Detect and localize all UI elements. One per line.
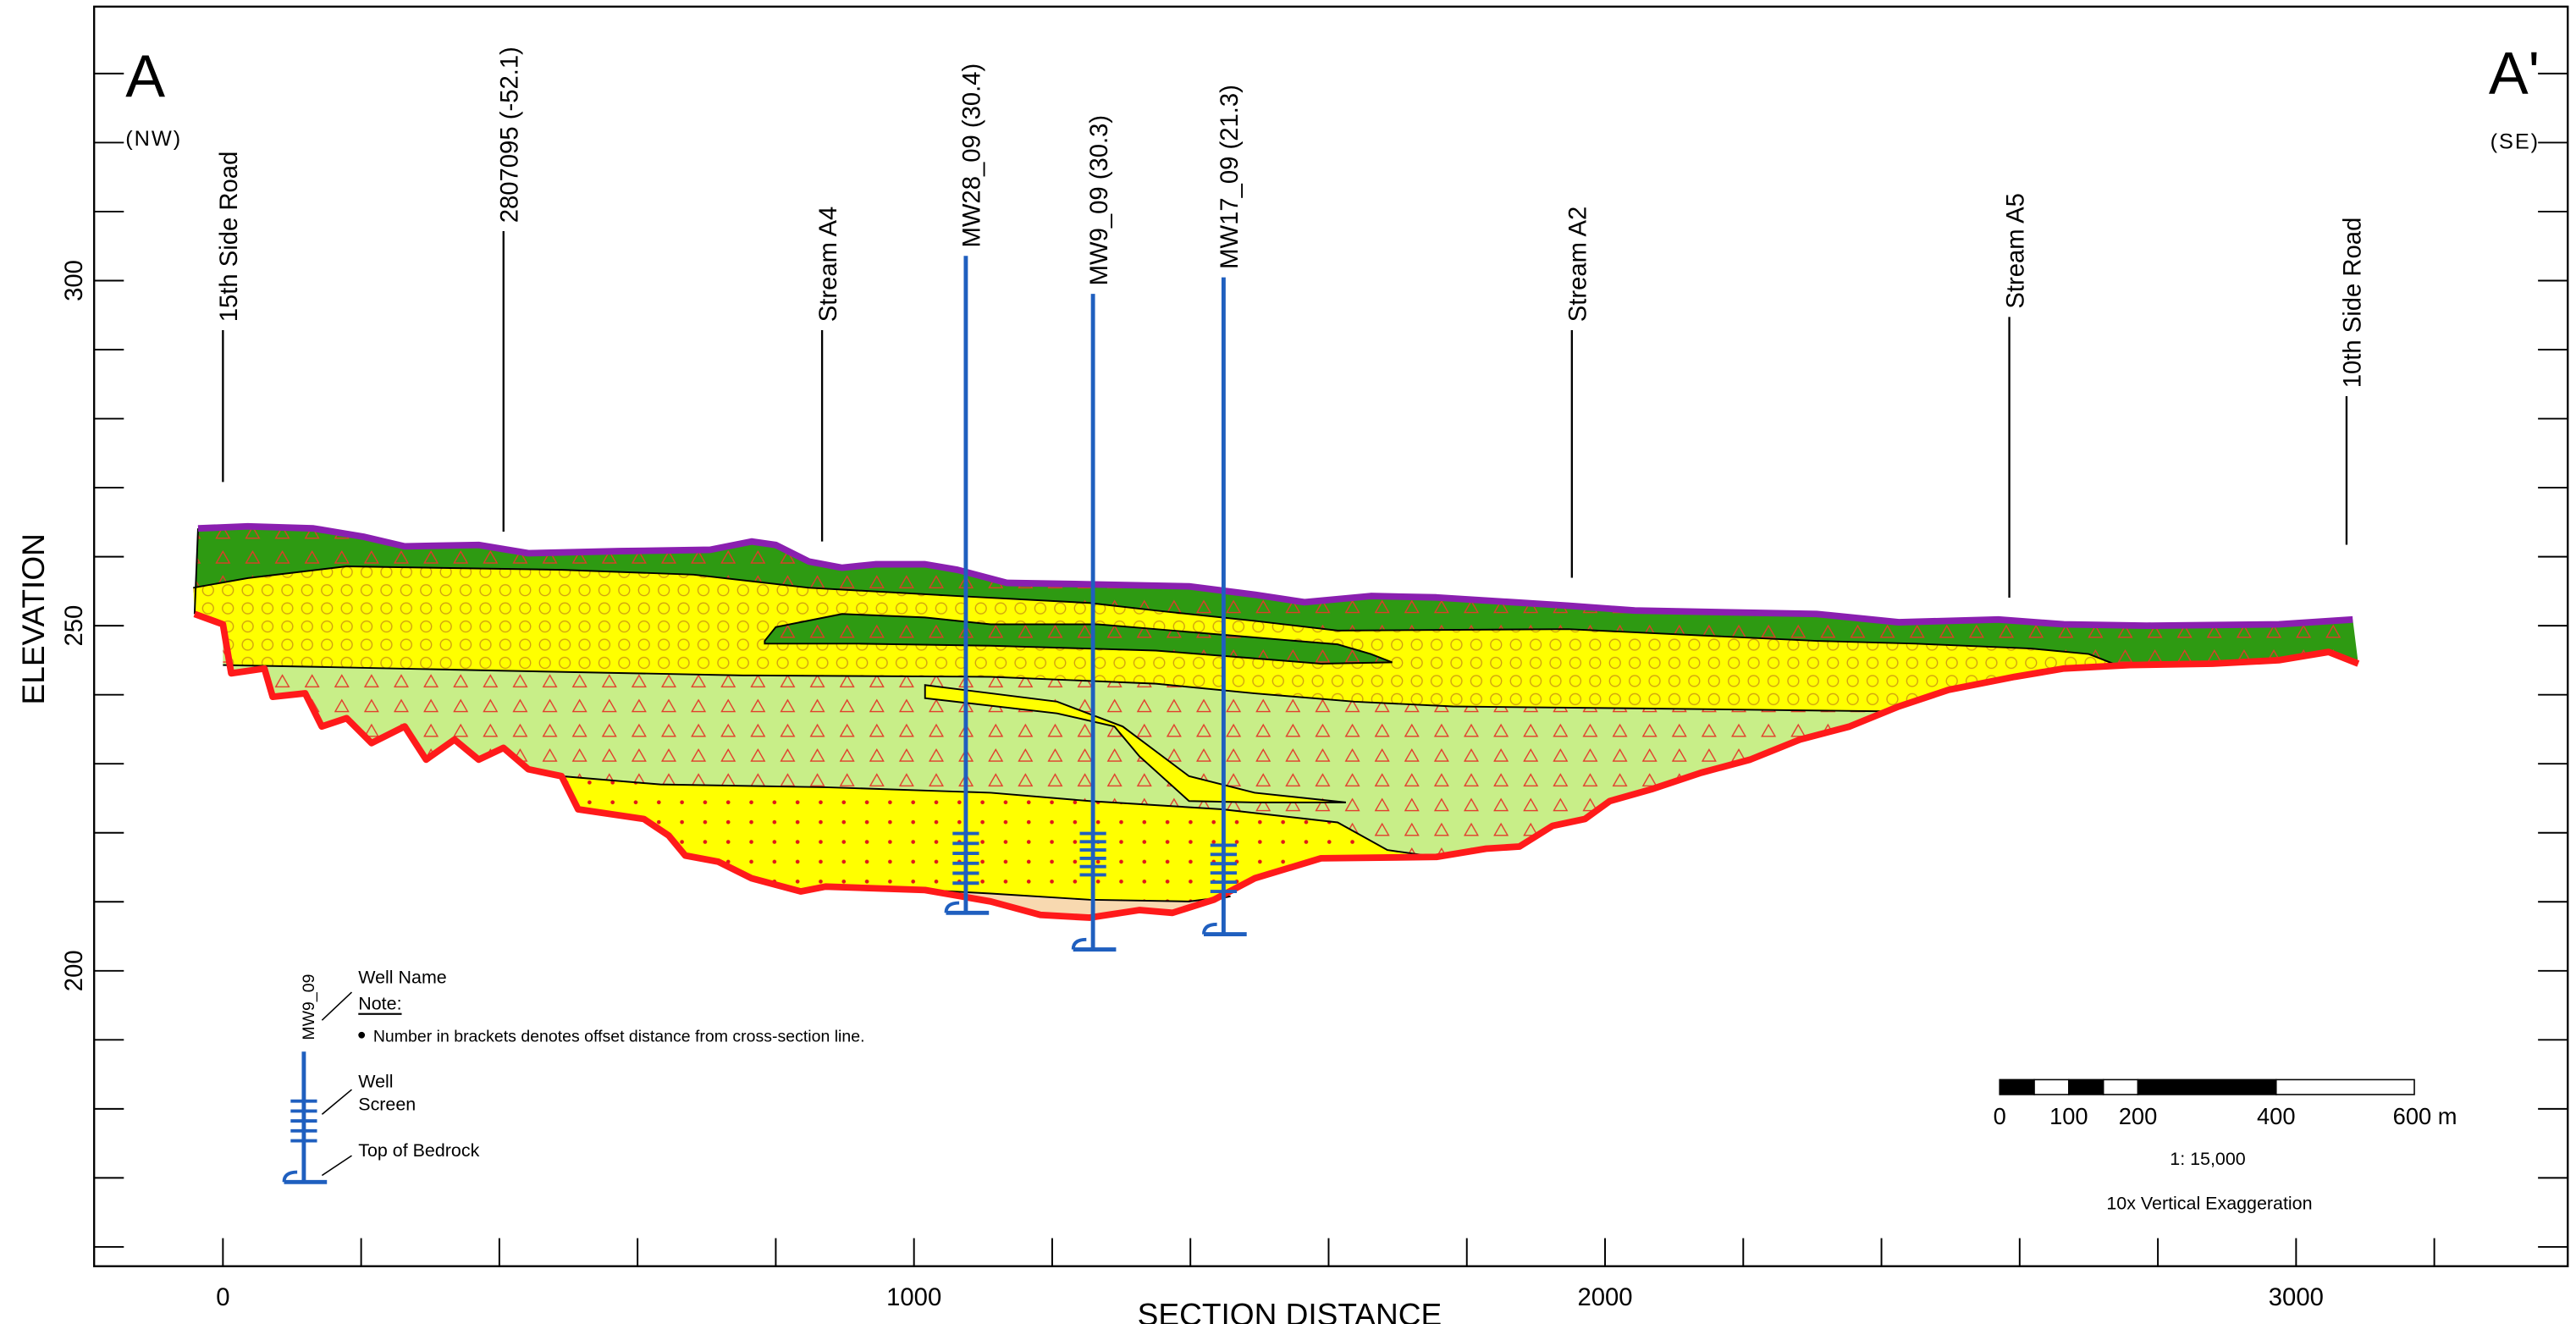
legend-text: Well Name bbox=[358, 967, 446, 987]
scale-label: 0 bbox=[1994, 1103, 2006, 1129]
x-tick-label: 3000 bbox=[2269, 1284, 2324, 1311]
scale-label: 200 bbox=[2119, 1103, 2158, 1129]
section-start-direction: (NW) bbox=[125, 127, 182, 151]
marker-label: 2807095 (-52.1) bbox=[497, 47, 524, 223]
x-tick-label: 1000 bbox=[886, 1284, 941, 1311]
legend-bullet bbox=[358, 1032, 365, 1039]
legend-well-name: MW9_09 bbox=[300, 974, 318, 1040]
legend-text: Screen bbox=[358, 1095, 416, 1115]
legend-text: Well bbox=[358, 1071, 393, 1091]
marker-label: Stream A4 bbox=[815, 207, 842, 323]
section-start: A bbox=[125, 42, 165, 109]
scale-ratio: 1: 15,000 bbox=[2170, 1149, 2245, 1169]
y-tick-label: 250 bbox=[61, 605, 88, 647]
scale-segment bbox=[2104, 1079, 2138, 1095]
scale-note: 10x Vertical Exaggeration bbox=[2106, 1194, 2312, 1214]
x-tick-label: 2000 bbox=[1577, 1284, 1632, 1311]
legend-note-title: Note: bbox=[358, 994, 401, 1014]
marker-label: 10th Side Road bbox=[2340, 218, 2367, 389]
scale-label: 100 bbox=[2049, 1103, 2088, 1129]
x-axis-title: SECTION DISTANCE bbox=[1138, 1296, 1442, 1324]
marker-label: Stream A5 bbox=[2002, 193, 2029, 309]
scale-segment bbox=[2000, 1079, 2034, 1095]
legend-text: Top of Bedrock bbox=[358, 1140, 479, 1161]
section-end: A' bbox=[2489, 39, 2540, 106]
x-tick-label: 0 bbox=[216, 1284, 229, 1311]
legend-note: Number in brackets denotes offset distan… bbox=[373, 1028, 865, 1046]
page: {"chart_data": { "type": "section", "tit… bbox=[0, 0, 2576, 1324]
scale-label: 600 m bbox=[2393, 1103, 2457, 1129]
marker-label: MW17_09 (21.3) bbox=[1216, 85, 1244, 269]
y-tick-label: 200 bbox=[61, 950, 88, 991]
y-tick-label: 300 bbox=[61, 260, 88, 301]
marker-label: MW28_09 (30.4) bbox=[959, 63, 986, 248]
scale-segment bbox=[2069, 1079, 2104, 1095]
marker-label: MW9_09 (30.3) bbox=[1086, 115, 1113, 286]
marker-label: 15th Side Road bbox=[216, 152, 243, 323]
scale-segment bbox=[2276, 1079, 2414, 1095]
scale-segment bbox=[2137, 1079, 2275, 1095]
scale-label: 400 bbox=[2257, 1103, 2296, 1129]
marker-label: Stream A2 bbox=[1565, 207, 1592, 323]
scale-segment bbox=[2034, 1079, 2069, 1095]
y-axis-title: ELEVATION bbox=[15, 533, 51, 704]
section-end-direction: (SE) bbox=[2491, 130, 2540, 154]
chart: 200250300010002000300015th Side Road2807… bbox=[0, 0, 2576, 1324]
